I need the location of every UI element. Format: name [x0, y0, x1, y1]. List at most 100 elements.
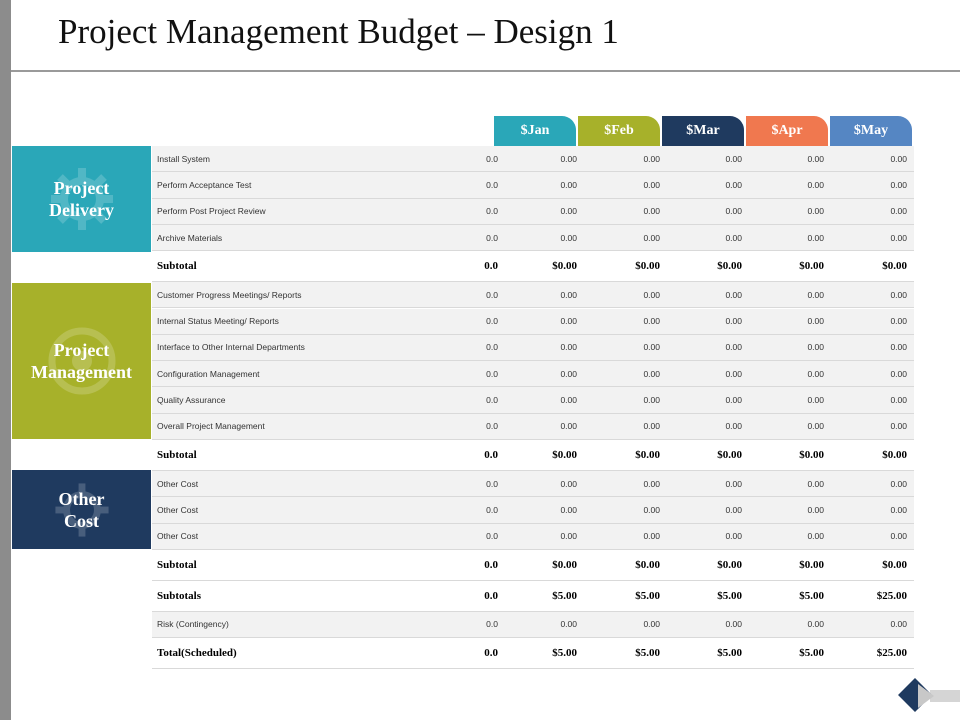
value-cell: $0.00 [552, 558, 577, 571]
section-project-delivery: Project Delivery [12, 146, 151, 252]
value-cell: 0.0 [486, 478, 498, 489]
value-cell: 0.00 [643, 504, 660, 515]
row-label: Subtotal [157, 558, 197, 571]
value-cell: 0.00 [725, 395, 742, 406]
section-label-line2: Cost [63, 510, 99, 531]
value-cell: 0.00 [890, 395, 907, 406]
value-cell: 0.00 [807, 206, 824, 217]
value-cell: $5.00 [799, 589, 824, 602]
value-cell: $5.00 [552, 589, 577, 602]
value-cell: 0.00 [725, 232, 742, 243]
value-cell: 0.00 [560, 289, 577, 300]
value-cell: 0.00 [725, 531, 742, 542]
section-other-cost: Other Cost [12, 470, 151, 549]
value-cell: $0.00 [635, 449, 660, 461]
title-divider [11, 70, 960, 72]
gear-icon [54, 482, 109, 537]
value-cell: 0.0 [486, 395, 498, 406]
value-cell: 0.00 [560, 421, 577, 432]
value-cell: $5.00 [635, 646, 660, 659]
row-label: Perform Post Project Review [157, 206, 266, 217]
value-cell: 0.00 [807, 619, 824, 630]
value-cell: 0.00 [725, 179, 742, 190]
table-row: Quality Assurance 0.0 0.00 0.00 0.00 0.00 0.00 [152, 387, 914, 414]
section-label-line1: Project [53, 178, 110, 198]
value-cell: 0.0 [486, 179, 498, 190]
value-cell: $5.00 [552, 646, 577, 659]
table-row: Internal Status Meeting/ Reports 0.0 0.00 0… [152, 308, 914, 335]
table-row: Risk (Contingency) 0.0 0.00 0.00 0.00 0.00 0.0… [152, 611, 914, 638]
month-tab-may: $May [830, 116, 912, 146]
value-cell: $0.00 [635, 558, 660, 571]
value-cell: 0.00 [643, 395, 660, 406]
value-cell: $0.00 [799, 558, 824, 571]
row-label: Risk (Contingency) [157, 619, 229, 630]
value-cell: 0.00 [560, 531, 577, 542]
row-label: Perform Acceptance Test [157, 179, 252, 190]
value-cell: 0.00 [890, 206, 907, 217]
row-label: Total(Scheduled) [157, 646, 237, 659]
value-cell: 0.0 [486, 342, 498, 353]
value-cell: $0.00 [799, 260, 824, 273]
month-tab-mar: $Mar [662, 116, 744, 146]
value-cell: 0.00 [807, 289, 824, 300]
value-cell: 0.00 [725, 206, 742, 217]
page-title: Project Management Budget – Design 1 [58, 12, 619, 51]
value-cell: 0.00 [643, 619, 660, 630]
value-cell: 0.00 [643, 342, 660, 353]
value-cell: $0.00 [799, 449, 824, 461]
gear-icon [50, 168, 113, 230]
value-cell: $5.00 [717, 589, 742, 602]
value-cell: $0.00 [882, 449, 907, 461]
value-cell: $0.00 [882, 260, 907, 273]
value-cell: 0.00 [890, 232, 907, 243]
value-cell: 0.00 [560, 395, 577, 406]
value-cell: 0.00 [807, 531, 824, 542]
value-cell: 0.00 [560, 368, 577, 379]
value-cell: $0.00 [552, 449, 577, 461]
value-cell: 0.0 [484, 260, 498, 273]
row-label: Internal Status Meeting/ Reports [157, 316, 279, 327]
value-cell: 0.00 [890, 478, 907, 489]
value-cell: $0.00 [882, 558, 907, 571]
subtotal-row: Subtotal 0.0 $0.00 $0.00 $0.00 $0.00 $0.00 [152, 550, 914, 581]
value-cell: 0.00 [890, 179, 907, 190]
value-cell: 0.00 [725, 342, 742, 353]
value-cell: $5.00 [799, 646, 824, 659]
value-cell: 0.00 [807, 179, 824, 190]
row-label: Customer Progress Meetings/ Reports [157, 289, 302, 300]
value-cell: 0.00 [807, 395, 824, 406]
value-cell: 0.00 [643, 421, 660, 432]
value-cell: 0.00 [890, 368, 907, 379]
value-cell: 0.00 [725, 421, 742, 432]
row-label: Other Cost [157, 504, 199, 515]
value-cell: 0.0 [486, 232, 498, 243]
value-cell: 0.0 [484, 646, 498, 659]
row-label: Interface to Other Internal Departments [157, 342, 305, 353]
value-cell: 0.00 [725, 153, 742, 164]
row-label: Subtotal [157, 449, 197, 461]
value-cell: 0.00 [560, 504, 577, 515]
table-row: Install System 0.0 0.00 0.00 0.00 0.00 0.00 [152, 146, 914, 173]
left-accent-bar [0, 0, 11, 720]
value-cell: 0.00 [560, 232, 577, 243]
value-cell: $25.00 [876, 589, 907, 602]
value-cell: 0.0 [486, 619, 498, 630]
section-label-line2: Delivery [49, 200, 114, 220]
value-cell: 0.0 [486, 504, 498, 515]
value-cell: 0.00 [643, 232, 660, 243]
value-cell: 0.0 [484, 558, 498, 571]
nav-tail [930, 690, 960, 702]
value-cell: 0.0 [486, 531, 498, 542]
section-project-management: Project Management [12, 283, 151, 439]
value-cell: 0.00 [560, 153, 577, 164]
value-cell: 0.00 [807, 342, 824, 353]
value-cell: $0.00 [552, 260, 577, 273]
value-cell: 0.00 [890, 153, 907, 164]
value-cell: 0.00 [890, 342, 907, 353]
value-cell: 0.00 [890, 619, 907, 630]
value-cell: 0.0 [486, 316, 498, 327]
table-row: Other Cost 0.0 0.00 0.00 0.00 0.00 0.00 [152, 523, 914, 550]
section-label-line2: Management [31, 362, 132, 382]
value-cell: 0.00 [725, 619, 742, 630]
